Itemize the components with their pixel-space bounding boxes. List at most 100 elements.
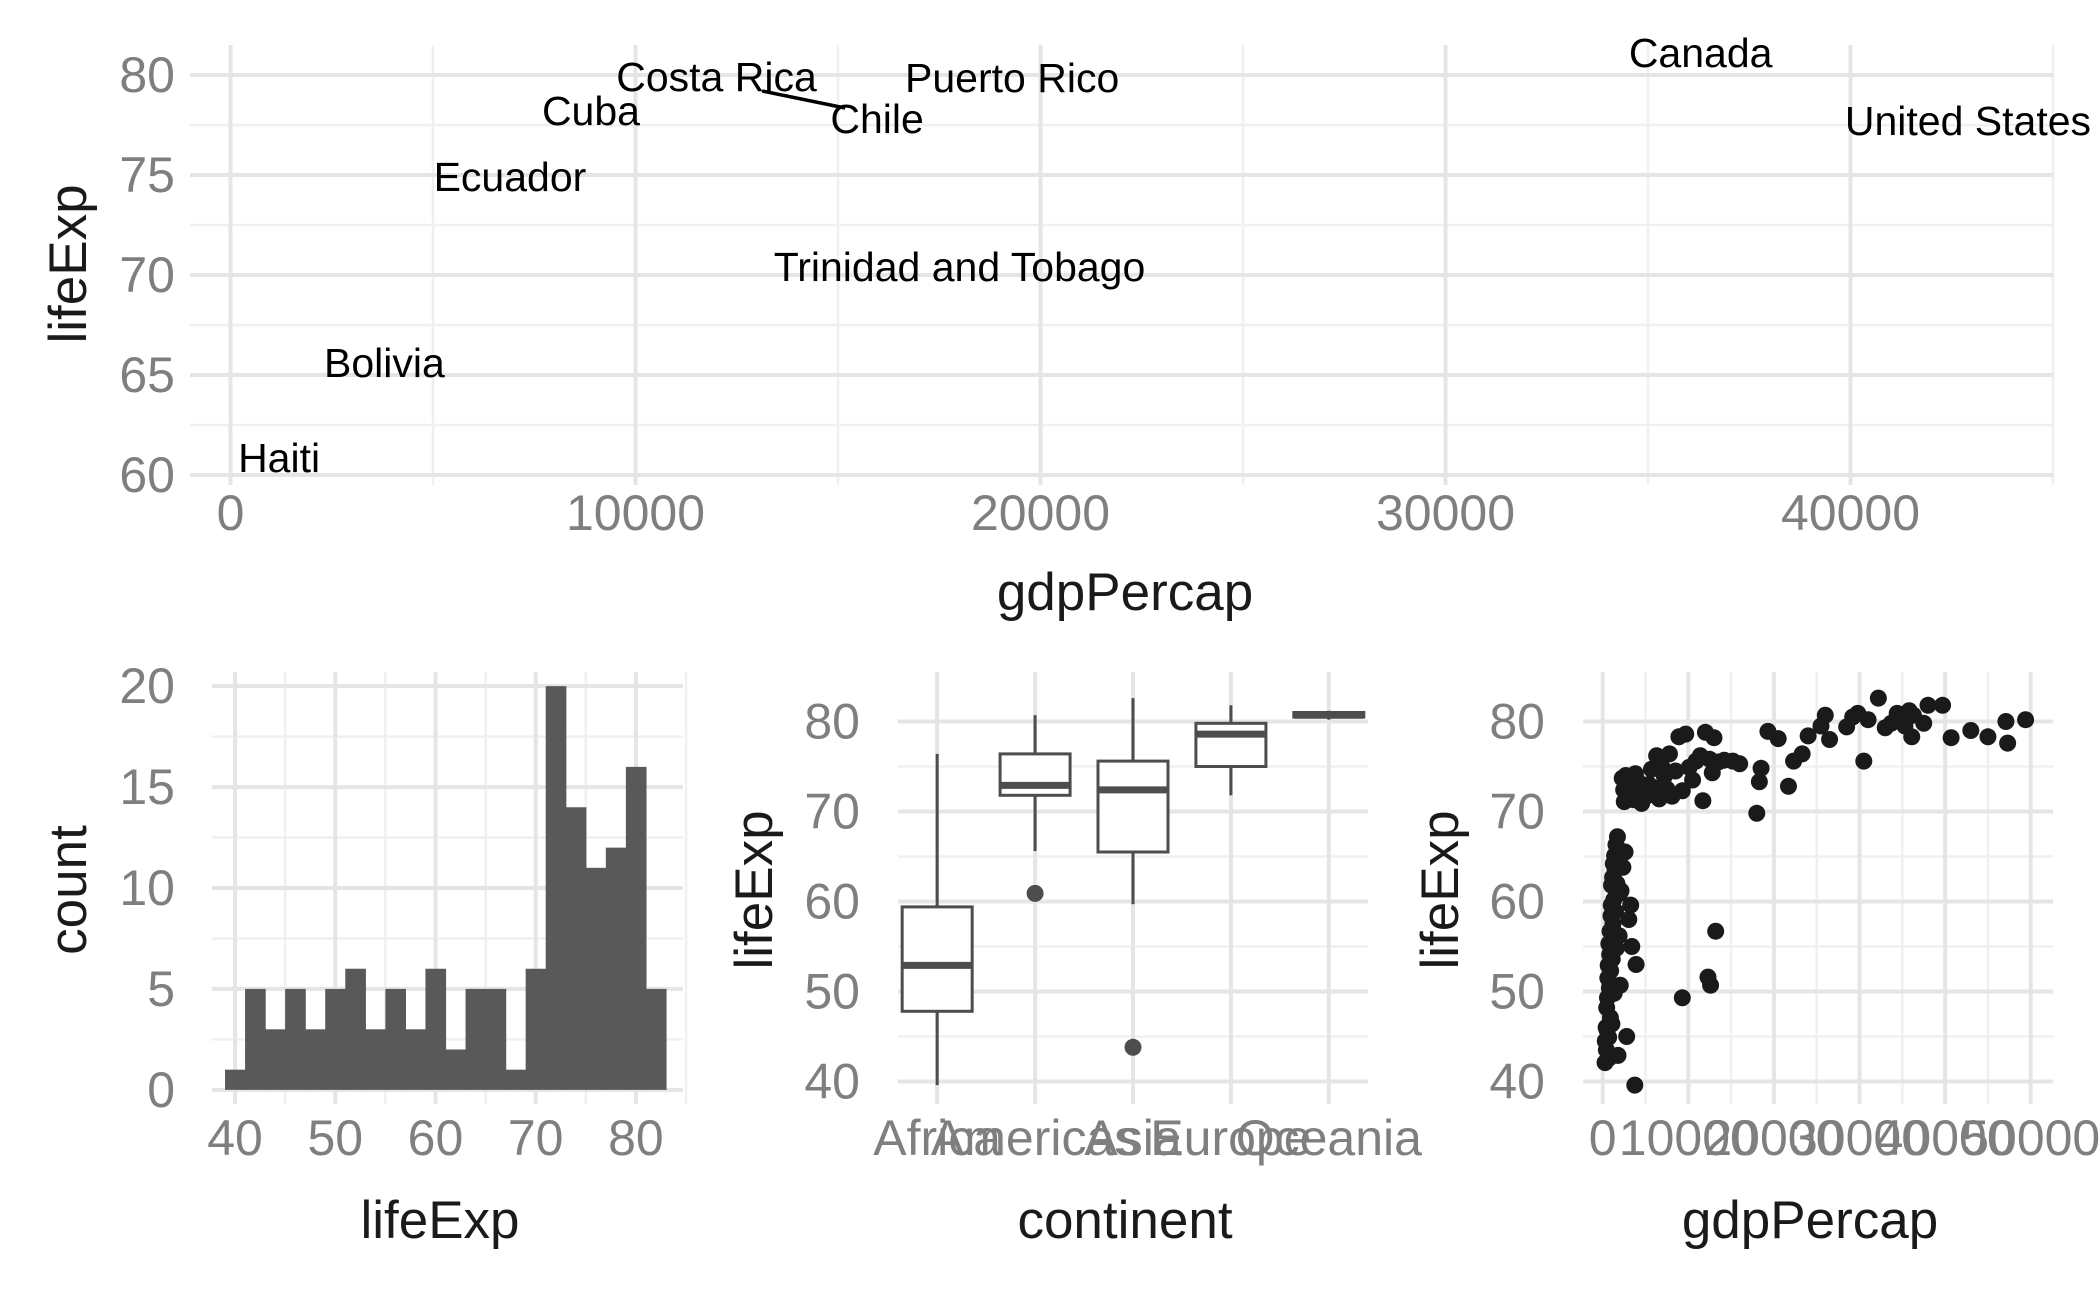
y-tick-label: 60 bbox=[804, 874, 860, 930]
scatter-point bbox=[2017, 711, 2035, 729]
scatter-point bbox=[1666, 762, 1684, 780]
y-tick-label: 70 bbox=[1489, 784, 1545, 840]
y-tick-label: 60 bbox=[119, 447, 175, 503]
histogram-x-title: lifeExp bbox=[360, 1191, 519, 1250]
x-tick-label: 10000 bbox=[566, 485, 705, 541]
scatter-point bbox=[1919, 696, 1937, 714]
x-tick-label: Asia bbox=[1084, 1110, 1181, 1166]
boxplot-y-ticks: 40 50 60 70 80 bbox=[804, 694, 860, 1110]
scatter-point bbox=[1731, 755, 1749, 773]
scatter-point bbox=[1979, 728, 1997, 746]
scatter-point bbox=[1677, 725, 1695, 743]
y-tick-label: 5 bbox=[147, 961, 175, 1017]
histogram-bar bbox=[585, 867, 607, 1090]
country-label: Ecuador bbox=[434, 154, 587, 200]
box-outlier bbox=[1026, 884, 1044, 902]
labeled-scatter-y-title: lifeExp bbox=[39, 184, 98, 343]
scatter-point bbox=[1684, 771, 1702, 789]
scatter-point bbox=[1962, 722, 1980, 739]
boxplot-boxes bbox=[900, 698, 1366, 1086]
scatter-point bbox=[1855, 752, 1873, 770]
y-tick-label: 50 bbox=[1489, 964, 1545, 1020]
country-label: Trinidad and Tobago bbox=[774, 244, 1146, 290]
scatter-points bbox=[1596, 689, 2035, 1094]
country-label: United States bbox=[1845, 98, 2091, 144]
histogram-bar bbox=[605, 847, 627, 1090]
scatter-point bbox=[1799, 727, 1817, 745]
x-tick-label: 80 bbox=[608, 1110, 664, 1166]
scatter-point bbox=[1942, 729, 1960, 747]
histogram-bar bbox=[465, 988, 487, 1090]
scatter-point bbox=[1915, 714, 1933, 732]
box-americas bbox=[998, 715, 1072, 902]
histogram-bar bbox=[405, 1029, 427, 1090]
scatter-point bbox=[1707, 922, 1725, 940]
box-asia bbox=[1096, 698, 1170, 1056]
scatter-point bbox=[1614, 858, 1632, 876]
x-tick-label: Africa bbox=[873, 1110, 1001, 1166]
scatter-point bbox=[1779, 777, 1797, 795]
scatter-point bbox=[1673, 782, 1691, 800]
box-body bbox=[998, 752, 1072, 797]
x-tick-label: 40 bbox=[207, 1110, 263, 1166]
y-tick-label: 65 bbox=[119, 347, 175, 403]
box-africa bbox=[900, 753, 974, 1086]
x-tick-label: 70 bbox=[508, 1110, 564, 1166]
histogram-bar bbox=[285, 988, 306, 1090]
boxplot-y-title: lifeExp bbox=[725, 810, 784, 969]
histogram-bar bbox=[365, 1029, 386, 1090]
y-tick-label: 80 bbox=[119, 47, 175, 103]
histogram-panel: 40 50 60 70 80 0 5 10 15 20 lifeExp count bbox=[39, 658, 688, 1250]
scatter-point bbox=[1611, 976, 1629, 994]
y-tick-label: 70 bbox=[804, 784, 860, 840]
histogram-bar bbox=[305, 1029, 326, 1090]
y-tick-label: 70 bbox=[119, 247, 175, 303]
box-body bbox=[1096, 759, 1170, 854]
country-label: Cuba bbox=[542, 88, 640, 134]
y-tick-label: 0 bbox=[147, 1062, 175, 1118]
histogram-bar bbox=[485, 988, 507, 1090]
scatter-point bbox=[1607, 902, 1625, 920]
histogram-bars bbox=[225, 686, 667, 1090]
histogram-bar bbox=[325, 988, 346, 1090]
histogram-bar bbox=[425, 968, 447, 1090]
scatter-point bbox=[1627, 956, 1645, 973]
x-tick-label: 0 bbox=[1589, 1110, 1617, 1166]
x-tick-label: 20000 bbox=[971, 485, 1110, 541]
box-body bbox=[900, 905, 974, 1013]
scatter-point bbox=[1616, 843, 1634, 861]
scatter-point bbox=[1609, 1046, 1627, 1064]
x-tick-label: 50 bbox=[307, 1110, 363, 1166]
y-tick-label: 40 bbox=[1489, 1054, 1545, 1110]
scatter-point bbox=[1816, 706, 1834, 724]
histogram-bar bbox=[385, 988, 407, 1090]
scatter-point bbox=[1702, 976, 1720, 994]
x-tick-label: 30000 bbox=[1790, 1110, 1929, 1166]
x-tick-label: 40000 bbox=[1876, 1110, 2015, 1166]
country-label: Canada bbox=[1629, 30, 1773, 76]
y-tick-label: 80 bbox=[804, 694, 860, 750]
histogram-bar bbox=[445, 1049, 467, 1090]
scatter-x-title: gdpPercap bbox=[1682, 1191, 1938, 1250]
scatter-point bbox=[1869, 689, 1887, 707]
histogram-bar bbox=[625, 766, 647, 1090]
scatter-point bbox=[1610, 927, 1628, 945]
y-tick-label: 15 bbox=[119, 759, 175, 815]
scatter-point bbox=[1821, 731, 1839, 748]
scatter-point bbox=[1750, 773, 1768, 791]
scatter-point bbox=[1694, 792, 1712, 810]
y-tick-label: 60 bbox=[1489, 874, 1545, 930]
box-oceania bbox=[1292, 710, 1366, 720]
scatter-point bbox=[1608, 828, 1626, 846]
scatter-y-title: lifeExp bbox=[1411, 810, 1470, 969]
x-tick-label: 10000 bbox=[1619, 1110, 1758, 1166]
histogram-bar bbox=[505, 1069, 527, 1090]
histogram-x-ticks: 40 50 60 70 80 bbox=[207, 1110, 663, 1166]
y-tick-label: 50 bbox=[804, 964, 860, 1020]
